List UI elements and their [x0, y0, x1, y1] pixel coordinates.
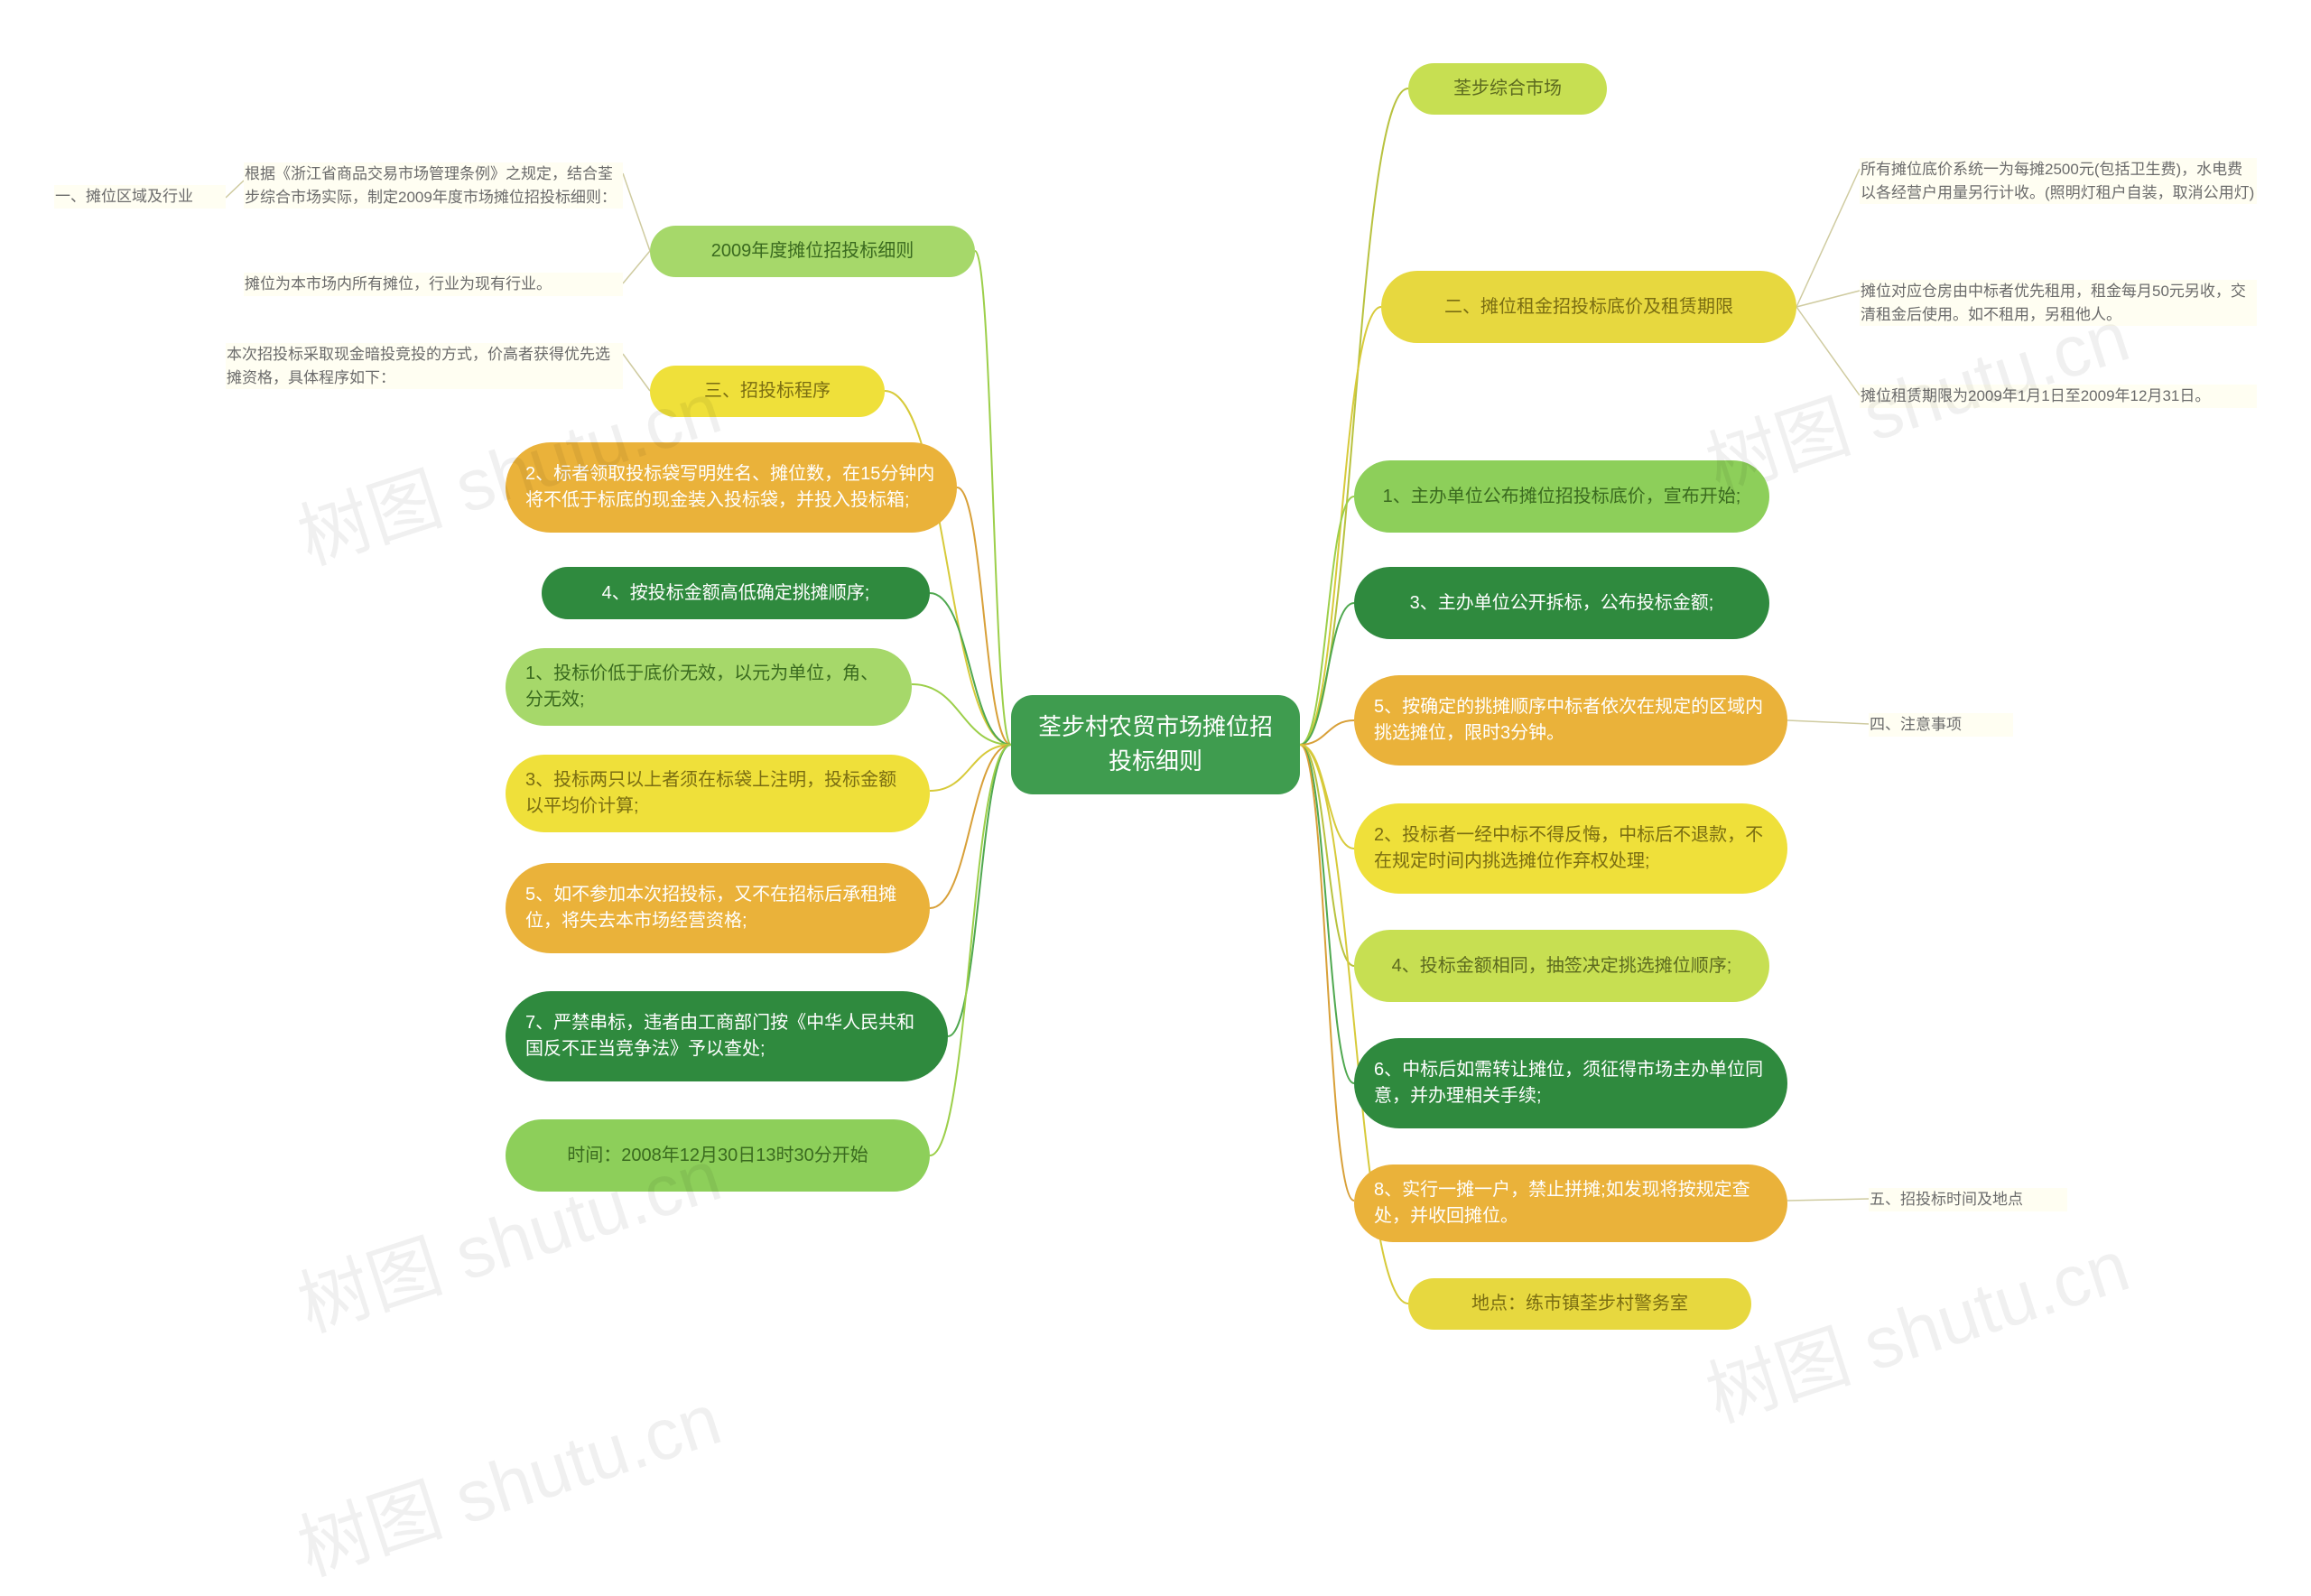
watermark: 树图 shutu.cn	[283, 1361, 732, 1596]
mindmap-node: 4、投标金额相同，抽签决定挑选摊位顺序;	[1354, 930, 1769, 1002]
leaf-note: 摊位为本市场内所有摊位，行业为现有行业。	[244, 273, 623, 296]
leaf-note: 所有摊位底价系统一为每摊2500元(包括卫生费)，水电费以各经营户用量另行计收。…	[1860, 158, 2257, 204]
mindmap-node: 7、严禁串标，违者由工商部门按《中华人民共和国反不正当竞争法》予以查处;	[506, 991, 948, 1081]
mindmap-node: 二、摊位租金招投标底价及租赁期限	[1381, 271, 1796, 343]
node-label: 地点：练市镇荃步村警务室	[1471, 1291, 1688, 1317]
mindmap-node: 5、如不参加本次招投标，又不在招标后承租摊位，将失去本市场经营资格;	[506, 863, 930, 953]
node-label: 5、如不参加本次招投标，又不在招标后承租摊位，将失去本市场经营资格;	[525, 882, 910, 934]
mindmap-node: 1、投标价低于底价无效，以元为单位，角、分无效;	[506, 648, 912, 726]
node-label: 8、实行一摊一户，禁止拼摊;如发现将按规定查处，并收回摊位。	[1374, 1177, 1768, 1229]
leaf-note: 一、摊位区域及行业	[54, 185, 226, 209]
leaf-note: 摊位租赁期限为2009年1月1日至2009年12月31日。	[1860, 385, 2257, 408]
node-label: 6、中标后如需转让摊位，须征得市场主办单位同意，并办理相关手续;	[1374, 1057, 1768, 1109]
node-label: 4、按投标金额高低确定挑摊顺序;	[602, 580, 870, 607]
leaf-note: 摊位对应仓房由中标者优先租用，租金每月50元另收，交清租金后使用。如不租用，另租…	[1860, 280, 2257, 326]
node-label: 4、投标金额相同，抽签决定挑选摊位顺序;	[1392, 953, 1732, 979]
node-label: 时间：2008年12月30日13时30分开始	[567, 1143, 868, 1169]
mindmap-node: 地点：练市镇荃步村警务室	[1408, 1278, 1751, 1330]
node-label: 3、主办单位公开拆标，公布投标金额;	[1410, 590, 1714, 617]
node-label: 1、投标价低于底价无效，以元为单位，角、分无效;	[525, 661, 892, 713]
mindmap-node: 2、投标者一经中标不得反悔，中标后不退款，不在规定时间内挑选摊位作弃权处理;	[1354, 803, 1787, 894]
mindmap-center: 荃步村农贸市场摊位招投标细则	[1011, 695, 1300, 794]
mindmap-node: 5、按确定的挑摊顺序中标者依次在规定的区域内挑选摊位，限时3分钟。	[1354, 675, 1787, 766]
mindmap-node: 2、标者领取投标袋写明姓名、摊位数，在15分钟内将不低于标底的现金装入投标袋，并…	[506, 442, 957, 533]
mindmap-node: 三、招投标程序	[650, 366, 885, 417]
node-label: 2、标者领取投标袋写明姓名、摊位数，在15分钟内将不低于标底的现金装入投标袋，并…	[525, 461, 937, 514]
mindmap-node: 6、中标后如需转让摊位，须征得市场主办单位同意，并办理相关手续;	[1354, 1038, 1787, 1128]
node-label: 2009年度摊位招投标细则	[711, 238, 914, 264]
leaf-note: 根据《浙江省商品交易市场管理条例》之规定，结合荃步综合市场实际，制定2009年度…	[244, 162, 623, 209]
mindmap-node: 3、主办单位公开拆标，公布投标金额;	[1354, 567, 1769, 639]
node-label: 3、投标两只以上者须在标袋上注明，投标金额以平均价计算;	[525, 767, 910, 820]
node-label: 1、主办单位公布摊位招投标底价，宣布开始;	[1383, 484, 1741, 510]
node-label: 二、摊位租金招投标底价及租赁期限	[1444, 294, 1733, 320]
mindmap-node: 8、实行一摊一户，禁止拼摊;如发现将按规定查处，并收回摊位。	[1354, 1165, 1787, 1242]
node-label: 7、严禁串标，违者由工商部门按《中华人民共和国反不正当竞争法》予以查处;	[525, 1010, 928, 1062]
mindmap-node: 1、主办单位公布摊位招投标底价，宣布开始;	[1354, 460, 1769, 533]
node-label: 5、按确定的挑摊顺序中标者依次在规定的区域内挑选摊位，限时3分钟。	[1374, 694, 1768, 747]
mindmap-node: 时间：2008年12月30日13时30分开始	[506, 1119, 930, 1192]
mindmap-node: 3、投标两只以上者须在标袋上注明，投标金额以平均价计算;	[506, 755, 930, 832]
leaf-note: 五、招投标时间及地点	[1869, 1188, 2067, 1211]
leaf-note: 本次招投标采取现金暗投竞投的方式，价高者获得优先选摊资格，具体程序如下：	[226, 343, 623, 389]
center-label: 荃步村农贸市场摊位招投标细则	[1031, 710, 1280, 778]
mindmap-node: 4、按投标金额高低确定挑摊顺序;	[542, 567, 930, 619]
mindmap-node: 2009年度摊位招投标细则	[650, 226, 975, 277]
leaf-note: 四、注意事项	[1869, 713, 2013, 737]
node-label: 三、招投标程序	[704, 378, 831, 404]
node-label: 荃步综合市场	[1453, 76, 1562, 102]
node-label: 2、投标者一经中标不得反悔，中标后不退款，不在规定时间内挑选摊位作弃权处理;	[1374, 822, 1768, 875]
mindmap-node: 荃步综合市场	[1408, 63, 1607, 115]
watermark: 树图 shutu.cn	[1692, 1208, 2140, 1443]
